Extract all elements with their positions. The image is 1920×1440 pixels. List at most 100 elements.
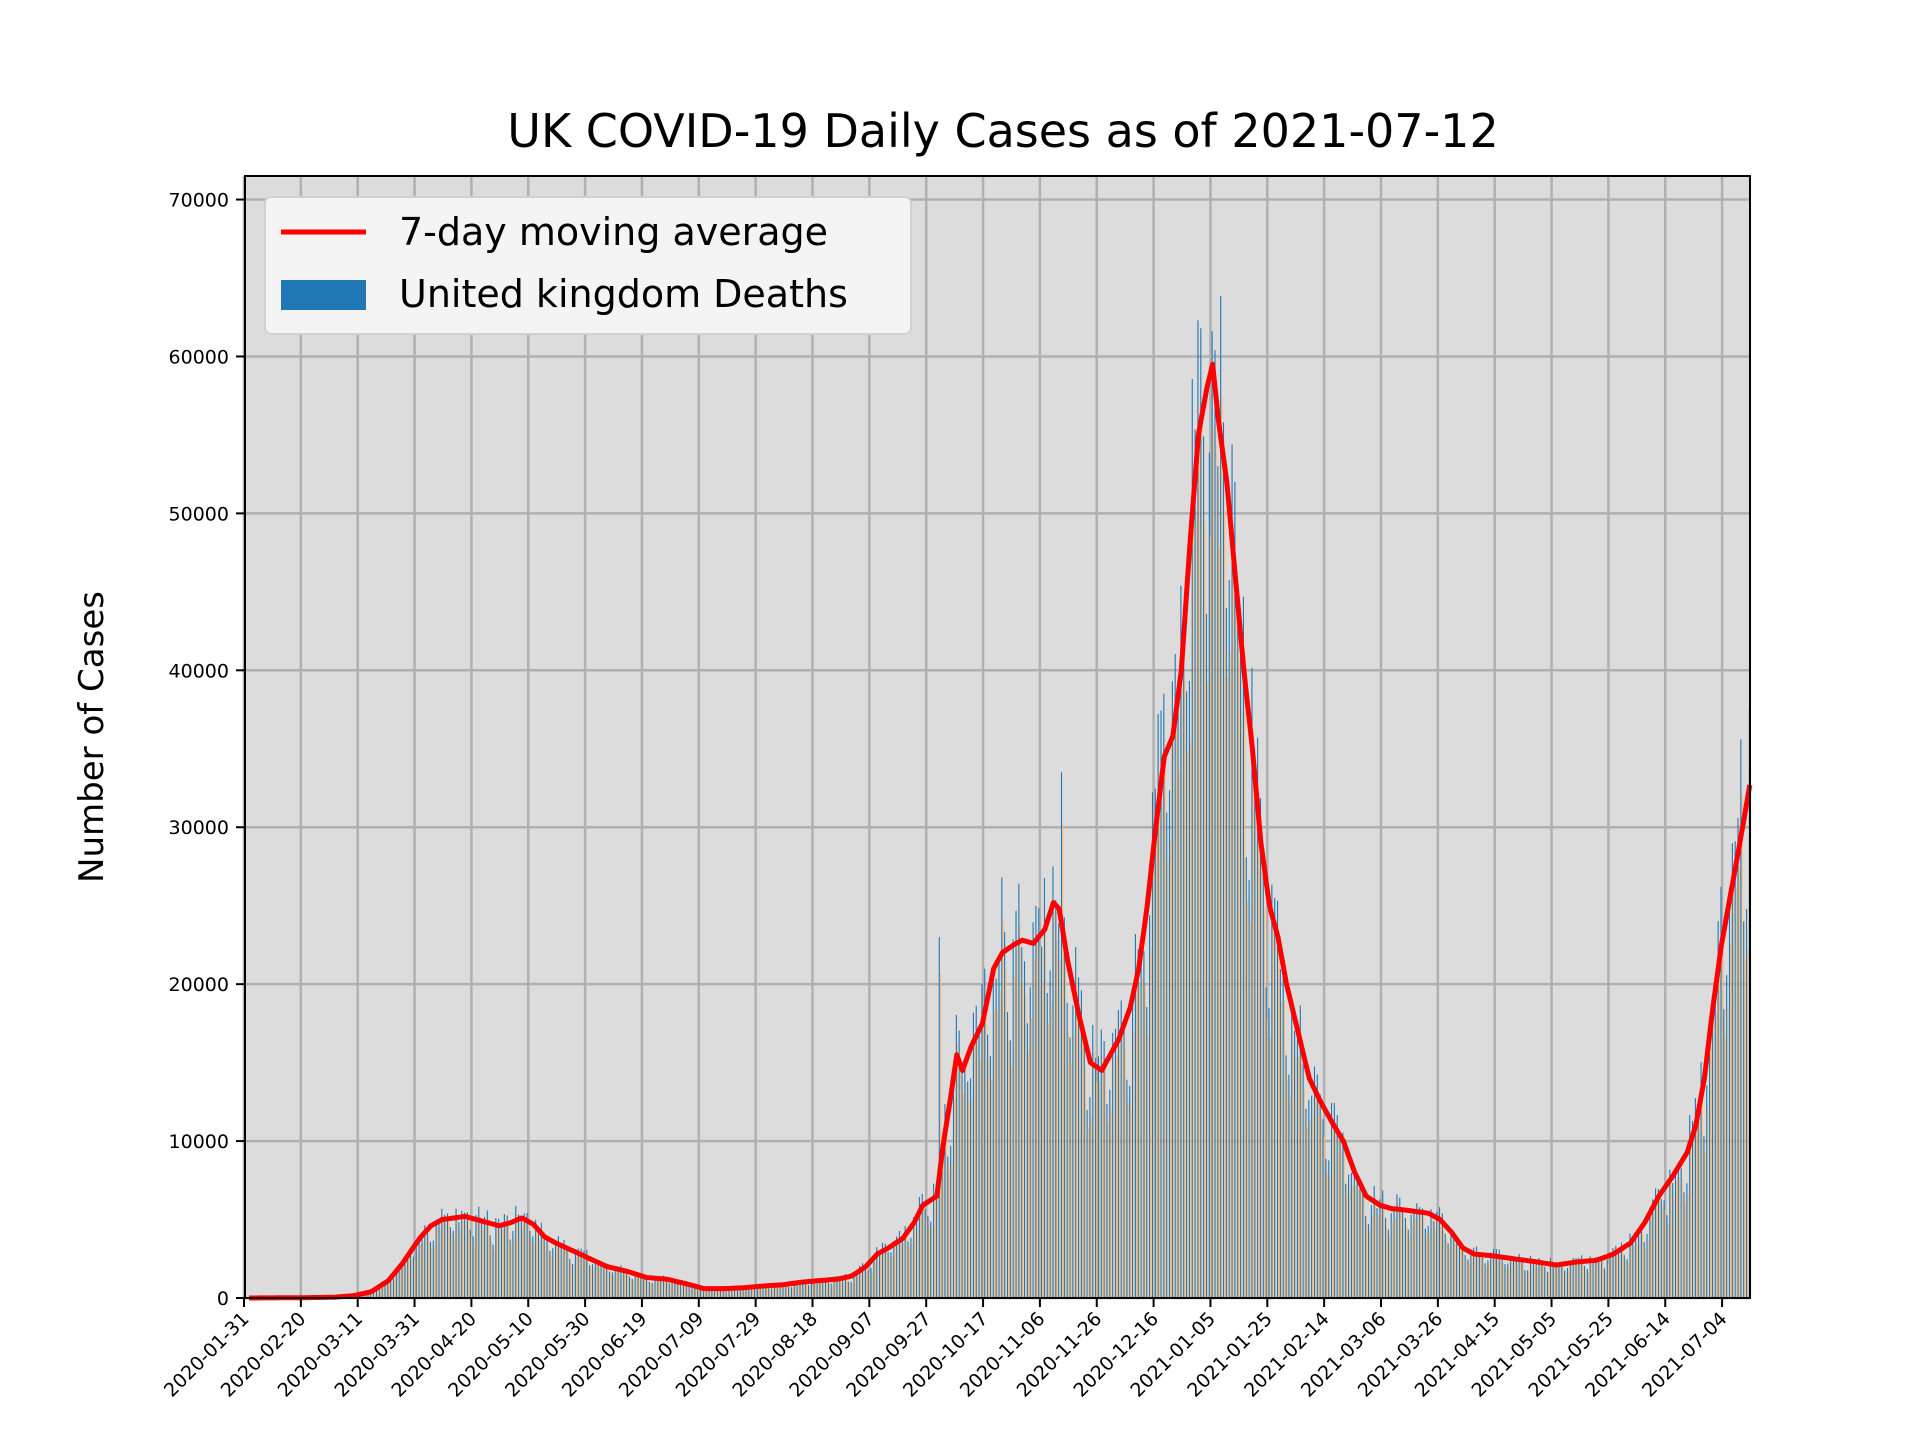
bar <box>847 1281 849 1298</box>
bar <box>444 1214 446 1298</box>
bar <box>1447 1243 1449 1298</box>
bar-secondary <box>780 1285 782 1298</box>
bar-secondary <box>1255 814 1257 1298</box>
bar-secondary <box>942 1154 944 1298</box>
bar <box>1060 772 1063 1298</box>
bar <box>753 1285 756 1298</box>
bar <box>1572 1258 1574 1298</box>
bar <box>392 1278 395 1298</box>
bar <box>1524 1270 1526 1298</box>
bar <box>1052 866 1054 1298</box>
bar-secondary <box>547 1244 549 1298</box>
bar-secondary <box>848 1283 851 1298</box>
bar <box>694 1286 696 1298</box>
bar-secondary <box>1704 1152 1706 1298</box>
bar-secondary <box>1545 1269 1547 1298</box>
bar <box>1697 1102 1699 1298</box>
bar-secondary <box>1485 1266 1487 1298</box>
bar <box>1220 295 1222 1298</box>
bar <box>1416 1203 1418 1298</box>
bar-secondary <box>1130 1106 1132 1298</box>
bar-secondary <box>735 1289 737 1298</box>
bar <box>373 1291 375 1298</box>
bar <box>972 1012 974 1298</box>
bar <box>637 1273 639 1298</box>
bar-secondary <box>1374 1197 1376 1298</box>
bar-secondary <box>783 1284 785 1298</box>
bar-secondary <box>1147 1036 1149 1298</box>
bar <box>1075 947 1077 1298</box>
bar-secondary <box>726 1289 728 1298</box>
bar <box>873 1258 875 1298</box>
bar <box>586 1249 588 1298</box>
bar-secondary <box>701 1288 703 1298</box>
bar <box>1555 1265 1557 1298</box>
bar-secondary <box>397 1270 399 1298</box>
bar-secondary <box>584 1255 586 1298</box>
bar-secondary <box>1218 549 1220 1298</box>
bar-secondary <box>1684 1202 1686 1298</box>
bar <box>1370 1205 1372 1298</box>
bar <box>856 1271 858 1298</box>
bar-secondary <box>749 1290 751 1298</box>
bar <box>390 1280 392 1298</box>
bar <box>429 1241 432 1298</box>
bar-secondary <box>408 1257 410 1298</box>
bar-secondary <box>610 1274 612 1298</box>
bar <box>1143 951 1145 1298</box>
bar-secondary <box>1539 1261 1541 1298</box>
bar <box>1100 1029 1102 1298</box>
bar-secondary <box>1568 1271 1570 1298</box>
bar-secondary <box>797 1285 799 1298</box>
bar-secondary <box>655 1279 657 1298</box>
bar <box>1731 843 1733 1298</box>
bar <box>1430 1209 1432 1298</box>
bar-secondary <box>956 1043 959 1298</box>
bar <box>410 1255 412 1298</box>
bar-secondary <box>1099 1080 1101 1298</box>
bar-secondary <box>405 1261 407 1298</box>
bar-secondary <box>635 1274 637 1298</box>
bar <box>1316 1074 1318 1298</box>
bar <box>717 1287 719 1298</box>
bar-secondary <box>1536 1267 1538 1298</box>
bar-secondary <box>1025 994 1027 1298</box>
bar-secondary <box>385 1282 387 1298</box>
bar-secondary <box>1715 1014 1718 1298</box>
bar <box>1109 1089 1111 1298</box>
bar <box>1427 1226 1429 1298</box>
bar-secondary <box>1693 1138 1695 1298</box>
bar-secondary <box>1326 1172 1328 1298</box>
bar <box>549 1250 551 1298</box>
bar <box>893 1241 895 1298</box>
bar-secondary <box>1335 1122 1337 1298</box>
bar <box>1393 1209 1395 1298</box>
bar-secondary <box>894 1246 896 1298</box>
bar-secondary <box>1042 981 1044 1298</box>
bar <box>378 1284 380 1298</box>
bar-secondary <box>1045 920 1047 1298</box>
bar-secondary <box>1559 1266 1561 1298</box>
bar-secondary <box>1644 1247 1646 1298</box>
bar <box>955 1014 957 1298</box>
bar-secondary <box>1369 1231 1371 1298</box>
bar-secondary <box>377 1287 379 1298</box>
bar-secondary <box>1235 563 1237 1298</box>
bar-secondary <box>1738 865 1740 1298</box>
bar-secondary <box>604 1266 606 1298</box>
bar-secondary <box>422 1243 424 1298</box>
bar <box>1387 1229 1389 1298</box>
bar-secondary <box>1005 968 1007 1298</box>
bar-secondary <box>1678 1177 1681 1298</box>
bar <box>725 1288 727 1298</box>
bar <box>608 1271 611 1298</box>
bar-secondary <box>684 1283 686 1298</box>
bar-secondary <box>1116 1055 1118 1298</box>
bar <box>1592 1262 1594 1298</box>
bar-secondary <box>1144 985 1146 1298</box>
bar <box>634 1271 636 1298</box>
bar-secondary <box>1445 1239 1447 1298</box>
bar <box>518 1214 520 1298</box>
bar-secondary <box>598 1268 600 1298</box>
bar <box>1282 967 1284 1298</box>
